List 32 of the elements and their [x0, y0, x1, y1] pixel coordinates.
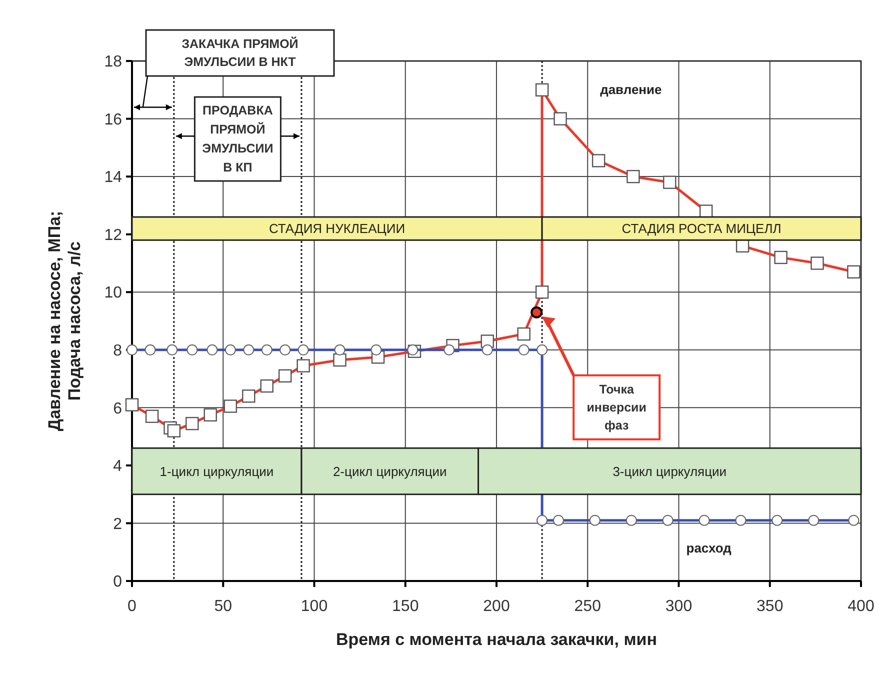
x-tick-label: 300 — [665, 598, 692, 615]
point — [530, 306, 543, 318]
y-tick-label: 10 — [104, 284, 122, 302]
y-tick-label: 16 — [104, 111, 122, 128]
y-tick-label: 0 — [113, 574, 122, 591]
y-tick-label: 4 — [113, 458, 122, 476]
annotation: Точка инверсии фаз — [586, 382, 646, 432]
annotation: ЗАКАЧКА ПРЯМОЙ ЭМУЛЬСИИ В НКТ — [182, 36, 298, 69]
x-tick-label: 50 — [214, 598, 232, 615]
band-label: 2-цикл циркуляции — [332, 464, 447, 479]
x-tick-label: 400 — [848, 598, 874, 615]
band-label: 1-цикл циркуляции — [160, 464, 274, 479]
annotation: ПРОДАВКА ПРЯМОЙ ЭМУЛЬСИИ В КП — [202, 104, 274, 174]
x-tick-label: 150 — [392, 598, 419, 615]
y-tick-label: 14 — [104, 169, 122, 186]
y-tick-label: 8 — [113, 342, 122, 360]
band-label: СТАДИЯ НУКЛЕАЦИИ — [268, 221, 406, 236]
x-axis-title: Время с момента начала закачки, мин — [336, 630, 657, 649]
x-tick-label: 100 — [300, 598, 328, 615]
band-label: СТАДИЯ РОСТА МИЦЕЛЛ — [622, 221, 782, 236]
series-label: расход — [686, 540, 732, 556]
y-tick-label: 18 — [104, 54, 122, 71]
x-tick-label: 250 — [574, 598, 602, 615]
y-axis-title: Давление на насосе, МПа; Подача насоса, л/с — [45, 210, 84, 432]
text: давление — [600, 82, 662, 97]
y-tick-label: 6 — [113, 400, 122, 418]
x-tick-label: 350 — [756, 598, 784, 615]
y-tick-label: 2 — [113, 516, 122, 533]
x-tick-label: 0 — [128, 598, 137, 615]
band-label: 3-цикл циркуляции — [612, 464, 727, 479]
y-tick-label: 12 — [104, 226, 122, 244]
x-tick-label: 200 — [483, 598, 510, 615]
